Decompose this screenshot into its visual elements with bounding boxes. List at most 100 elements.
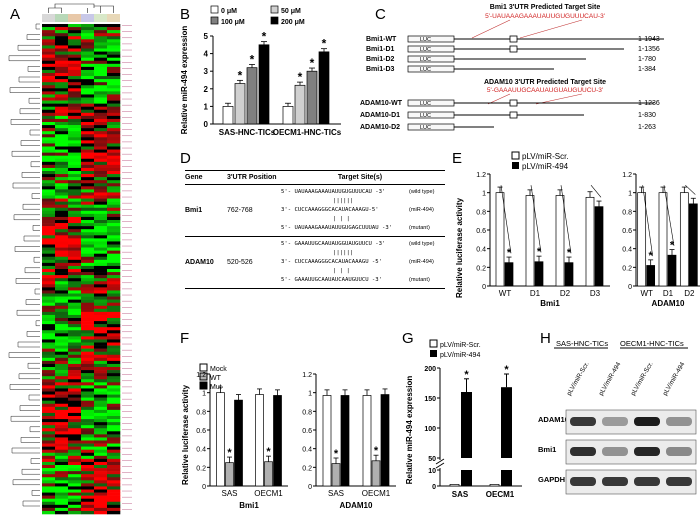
heatmap-cell <box>94 85 108 89</box>
heatmap-cell <box>68 376 82 380</box>
heatmap-cell <box>42 302 56 307</box>
heatmap-cell <box>107 247 121 251</box>
blot-band <box>634 447 660 456</box>
heatmap-cell <box>94 54 108 58</box>
heatmap-cell <box>107 367 121 371</box>
heatmap-cell <box>68 100 82 104</box>
x-tick-label: D2 <box>560 289 571 298</box>
heatmap-cell <box>55 247 69 251</box>
bar <box>658 192 668 287</box>
heatmap-cell <box>55 250 69 254</box>
heatmap-cell <box>42 223 56 227</box>
gene-name: ADAM10 <box>185 259 214 266</box>
blot-band <box>666 417 692 426</box>
heatmap-cell <box>94 232 108 236</box>
heatmap-cell <box>55 155 69 160</box>
heatmap-cell <box>81 345 95 349</box>
lane-label: pLV/miR-Scr. <box>630 361 655 397</box>
heatmap-cell <box>68 351 82 356</box>
heatmap-cell <box>55 54 69 58</box>
heatmap-cell <box>94 183 108 187</box>
heatmap-cell <box>55 238 69 242</box>
heatmap-cell <box>107 122 121 126</box>
adam-site-sequence: 5'-GAAAUUGCAAUAUGUAUGUUCU-3' <box>487 87 603 94</box>
bar <box>362 395 372 487</box>
heatmap-cell <box>42 474 56 478</box>
heatmap-cell <box>55 112 69 117</box>
heatmap-cell <box>107 446 121 450</box>
y-tick-label: 0 <box>308 484 312 491</box>
heatmap-cell <box>55 232 69 236</box>
heatmap-cell <box>68 125 82 129</box>
heatmap-cell <box>68 455 82 460</box>
construct-name: Bmi1-WT <box>366 36 397 43</box>
heatmap-cell <box>55 339 69 343</box>
legend-label-1: WT <box>210 375 222 382</box>
x-tick-label: OECM1 <box>254 489 283 498</box>
heatmap-cell <box>68 363 82 368</box>
heatmap-cell <box>94 370 108 374</box>
heatmap-cell <box>107 449 121 454</box>
y-tick-label: 1.2 <box>622 172 632 179</box>
heatmap-cell <box>81 336 95 340</box>
heatmap-cell <box>107 510 121 515</box>
heatmap-cell <box>81 373 95 377</box>
heatmap-cell <box>107 336 121 340</box>
heatmap-cell <box>68 394 82 398</box>
heatmap-cell <box>68 293 82 297</box>
heatmap-cell <box>55 265 69 270</box>
heatmap-cell <box>81 122 95 126</box>
heatmap-cell <box>107 391 121 395</box>
construct-range: 1-263 <box>638 124 656 131</box>
heatmap-cell <box>55 158 69 163</box>
heatmap-cell <box>68 321 82 325</box>
heatmap-row-dendrogram <box>8 23 40 507</box>
heatmap-header-cell <box>94 14 107 22</box>
heatmap-cell <box>94 376 108 380</box>
heatmap-cell <box>107 373 121 377</box>
axis-break <box>435 458 445 465</box>
heatmap-cell <box>42 244 56 248</box>
heatmap-cell <box>42 370 56 374</box>
y-tick-label: 0.6 <box>622 228 632 235</box>
y-axis-label: Relative miR-494 expression <box>405 376 414 485</box>
legend-swatch-3 <box>270 16 279 25</box>
heatmap-cell <box>55 318 69 322</box>
heatmap-cell <box>55 146 69 150</box>
heatmap-cell <box>42 69 56 74</box>
heatmap-cell <box>94 207 108 212</box>
heatmap-cell <box>42 471 56 475</box>
heatmap-cell <box>68 406 82 411</box>
heatmap-cell <box>81 492 95 496</box>
heatmap-cell <box>107 39 121 43</box>
heatmap-cell <box>55 131 69 135</box>
heatmap-cell <box>107 73 121 77</box>
heatmap-cell <box>68 452 82 457</box>
heatmap-cell <box>81 510 95 515</box>
blot-group-label: OECM1-HNC-TICs <box>620 339 684 348</box>
significance-mark: * <box>298 70 303 84</box>
heatmap-cell <box>94 357 108 362</box>
heatmap-cell <box>42 36 56 40</box>
heatmap-cell <box>42 66 56 71</box>
heatmap-cell <box>81 143 95 147</box>
heatmap-cell <box>68 357 82 362</box>
heatmap-cell <box>55 363 69 368</box>
heatmap-cell <box>68 220 82 224</box>
heatmap-cell <box>55 431 69 435</box>
heatmap-cell <box>94 468 108 472</box>
heatmap-cell <box>94 480 108 484</box>
heatmap-cell <box>94 477 108 481</box>
heatmap-cell <box>94 115 108 120</box>
heatmap-cell <box>107 57 121 62</box>
y-tick-label: 0.4 <box>476 247 486 254</box>
heatmap-cell <box>94 495 108 499</box>
heatmap-cell <box>94 57 108 62</box>
heatmap-cell <box>81 409 95 414</box>
heatmap-cell <box>55 210 69 215</box>
heatmap-cell <box>68 403 82 408</box>
heatmap-cell <box>107 397 121 401</box>
bar <box>637 192 647 287</box>
heatmap-cell <box>81 293 95 297</box>
heatmap-cell <box>68 465 82 469</box>
